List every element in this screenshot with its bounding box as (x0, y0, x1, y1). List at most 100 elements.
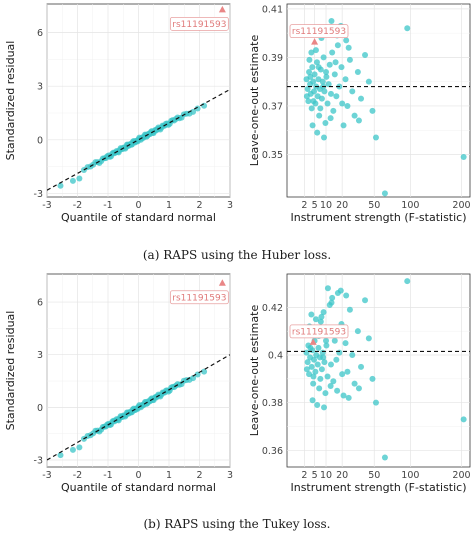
data-point (310, 380, 317, 387)
y-tick-label: 6 (37, 298, 43, 309)
x-tick-label: -1 (103, 470, 112, 481)
data-point (336, 349, 343, 356)
y-tick-label: 0.4 (268, 351, 283, 362)
data-point (338, 64, 345, 71)
data-point (314, 129, 321, 136)
y-tick-label: 0.38 (262, 398, 283, 409)
data-point (310, 98, 317, 105)
data-point (69, 177, 76, 184)
data-point (306, 68, 313, 75)
data-point (321, 359, 328, 366)
data-point (317, 105, 324, 112)
annotation-label: rs11191593 (292, 327, 346, 337)
data-point (344, 368, 351, 375)
annotation-label: rs11191593 (292, 27, 346, 37)
x-tick-label: 1 (166, 200, 172, 211)
data-point (369, 375, 376, 382)
data-point (349, 88, 356, 95)
data-point (337, 287, 344, 294)
x-tick-label: 10 (320, 470, 332, 481)
loo-huber-panel: 0.35 0.37 0.39 0.41 2 5 10 20 50 100 200Instrument… (248, 3, 471, 224)
x-tick-label: 5 (312, 470, 318, 481)
y-tick-label: 6 (37, 28, 43, 39)
data-point (381, 454, 388, 461)
data-point (325, 81, 332, 88)
x-tick-label: 2 (301, 470, 307, 481)
data-point (351, 112, 358, 119)
x-tick-label: 1 (166, 470, 172, 481)
data-point (311, 356, 318, 363)
data-point (354, 328, 361, 335)
data-point (346, 56, 353, 63)
data-point (339, 371, 346, 378)
data-point (326, 61, 333, 68)
data-point (331, 71, 338, 78)
data-point (308, 311, 315, 318)
data-point (318, 366, 325, 373)
data-point (340, 392, 347, 399)
data-point (329, 294, 336, 301)
data-point (69, 446, 76, 453)
x-tick-label: 100 (401, 200, 419, 211)
data-point (307, 73, 314, 80)
data-point (345, 394, 352, 401)
x-axis-label: Instrument strength (F-statistic) (290, 481, 466, 494)
data-point (314, 402, 321, 409)
x-axis-label: Quantile of standard normal (61, 211, 216, 224)
data-point (343, 292, 350, 299)
data-point (303, 349, 310, 356)
data-point (324, 100, 331, 107)
y-tick-label: 0.35 (262, 150, 283, 161)
data-point (323, 337, 330, 344)
x-tick-label: 3 (227, 200, 233, 211)
x-tick-label: 0 (135, 200, 141, 211)
data-point (313, 59, 320, 66)
data-point (358, 363, 365, 370)
annotation-box (169, 16, 229, 31)
data-point (328, 17, 335, 24)
caption-a: (a) RAPS using the Huber loss. (143, 248, 331, 262)
data-point (319, 78, 326, 85)
data-point (305, 98, 312, 105)
x-tick-label: 100 (401, 470, 419, 481)
data-point (333, 93, 340, 100)
data-point (330, 107, 337, 114)
data-point (322, 119, 329, 126)
data-point (321, 404, 328, 411)
data-point (372, 399, 379, 406)
y-tick-label: -3 (34, 189, 43, 200)
data-point (310, 78, 317, 85)
plot-marks (47, 279, 230, 461)
data-point (321, 134, 328, 141)
data-point (314, 361, 321, 368)
data-point (365, 78, 372, 85)
y-tick-label: 0.37 (262, 101, 283, 112)
data-point (365, 335, 372, 342)
plot-marks (287, 17, 470, 197)
data-point (309, 397, 316, 404)
data-point (355, 385, 362, 392)
data-point (308, 49, 315, 56)
x-tick-label: 0 (135, 470, 141, 481)
x-axis-label: Instrument strength (F-statistic) (290, 211, 466, 224)
data-point (76, 444, 83, 451)
data-point (340, 122, 347, 129)
x-tick-label: 3 (227, 470, 233, 481)
data-point (306, 371, 313, 378)
y-tick-label: 0.36 (262, 446, 283, 457)
qq-tukey-panel: -3 0 3 6 -3 -2 -1 0 1 2 3 Quantile of standard norm… (4, 273, 233, 494)
data-point (324, 285, 331, 292)
data-point (345, 44, 352, 51)
reference-line (47, 354, 230, 461)
data-point (349, 352, 356, 359)
data-point (328, 299, 335, 306)
data-point (342, 340, 349, 347)
data-point (327, 361, 334, 368)
data-point (320, 309, 327, 316)
data-point (57, 452, 64, 459)
data-point (318, 95, 325, 102)
data-point (331, 337, 338, 344)
data-point (304, 85, 311, 92)
data-point (311, 88, 318, 95)
data-point (309, 122, 316, 129)
